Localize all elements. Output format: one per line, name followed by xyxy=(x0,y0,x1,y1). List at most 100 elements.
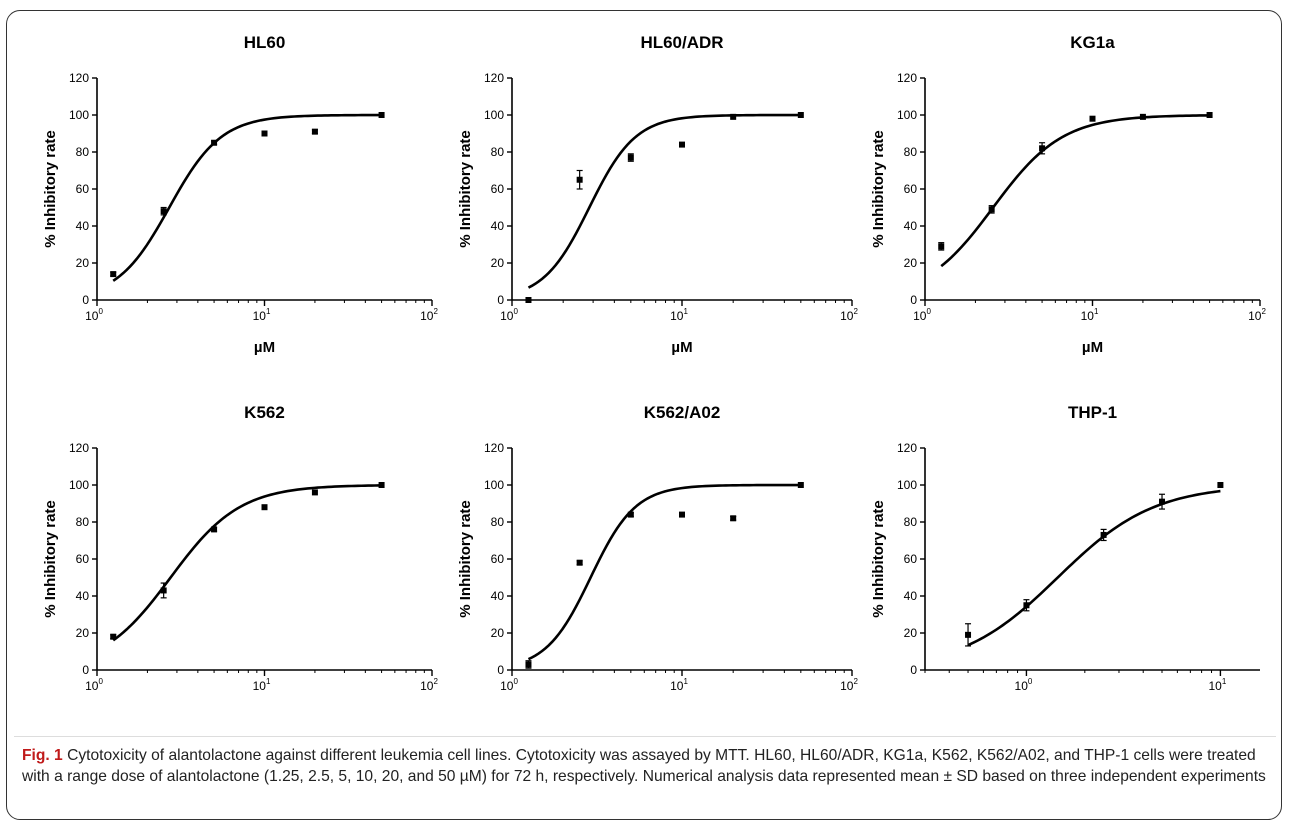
y-tick-label: 80 xyxy=(491,515,505,529)
x-tick-base: 10 xyxy=(420,679,434,693)
y-tick-label: 120 xyxy=(69,441,89,455)
x-tick-exponent: 1 xyxy=(683,677,688,686)
data-point xyxy=(378,112,385,118)
y-tick-label: 100 xyxy=(484,478,504,492)
x-tick-label: 100 xyxy=(913,307,931,323)
x-tick-base: 10 xyxy=(500,679,514,693)
data-point xyxy=(1206,112,1213,118)
y-tick-label: 80 xyxy=(76,145,90,159)
data-point xyxy=(576,176,583,183)
y-tick-label: 120 xyxy=(897,71,917,85)
data-point xyxy=(730,515,737,522)
data-point xyxy=(1023,602,1030,609)
data-point xyxy=(525,297,532,303)
x-tick-exponent: 2 xyxy=(433,677,438,686)
figure-label: Fig. 1 xyxy=(22,747,63,764)
y-tick-label: 20 xyxy=(491,256,505,270)
x-tick-exponent: 1 xyxy=(266,307,271,316)
y-tick-label: 40 xyxy=(904,589,918,603)
x-tick-label: 102 xyxy=(420,677,438,693)
x-tick-base: 10 xyxy=(670,679,684,693)
y-tick-label: 100 xyxy=(484,108,504,122)
y-axis-label: % Inhibitory rate xyxy=(457,130,474,248)
caption-text: Cytotoxicity of alantolactone against di… xyxy=(22,747,1266,785)
chart-title: HL60/ADR xyxy=(640,33,723,52)
data-point xyxy=(311,128,318,135)
chart-panel: THP-1020406080100120100101µM% Inhibitory… xyxy=(870,403,1260,693)
x-tick-label: 100 xyxy=(85,307,103,323)
y-tick-label: 20 xyxy=(76,626,90,640)
y-tick-label: 80 xyxy=(904,145,918,159)
y-tick-label: 60 xyxy=(904,182,918,196)
y-tick-label: 100 xyxy=(897,478,917,492)
y-axis-label: % Inhibitory rate xyxy=(457,500,474,618)
x-tick-exponent: 0 xyxy=(513,307,518,316)
data-point xyxy=(311,489,318,496)
y-tick-label: 60 xyxy=(904,552,918,566)
y-tick-label: 60 xyxy=(491,182,505,196)
fit-curve xyxy=(940,114,1210,268)
data-point xyxy=(211,139,218,146)
y-tick-label: 80 xyxy=(491,145,505,159)
data-point xyxy=(378,482,385,488)
data-point xyxy=(627,154,634,161)
chart-title: HL60 xyxy=(244,33,286,52)
x-tick-exponent: 1 xyxy=(266,677,271,686)
x-tick-label: 102 xyxy=(840,677,858,693)
data-point xyxy=(988,206,995,213)
y-tick-label: 120 xyxy=(484,71,504,85)
x-tick-label: 101 xyxy=(670,677,688,693)
x-tick-exponent: 1 xyxy=(1222,677,1227,686)
y-tick-label: 40 xyxy=(491,589,505,603)
data-point xyxy=(1217,482,1224,488)
x-tick-exponent: 2 xyxy=(853,677,858,686)
y-tick-label: 100 xyxy=(69,108,89,122)
x-tick-base: 10 xyxy=(913,309,927,323)
x-tick-exponent: 0 xyxy=(98,677,103,686)
chart-title: K562/A02 xyxy=(644,403,721,422)
x-tick-exponent: 0 xyxy=(98,307,103,316)
x-tick-exponent: 2 xyxy=(1261,307,1266,316)
x-tick-base: 10 xyxy=(500,309,514,323)
x-tick-base: 10 xyxy=(840,679,854,693)
y-axis-label: % Inhibitory rate xyxy=(870,500,887,618)
x-axis-label: µM xyxy=(1082,339,1103,356)
x-tick-exponent: 1 xyxy=(1094,307,1099,316)
y-tick-label: 100 xyxy=(897,108,917,122)
x-tick-label: 100 xyxy=(1015,677,1033,693)
y-tick-label: 20 xyxy=(904,626,918,640)
fit-curve xyxy=(527,483,801,661)
data-point xyxy=(261,504,268,511)
y-tick-label: 100 xyxy=(69,478,89,492)
y-tick-label: 0 xyxy=(82,663,89,677)
y-tick-label: 120 xyxy=(897,441,917,455)
x-tick-label: 102 xyxy=(1248,307,1266,323)
x-axis-label: µM xyxy=(254,339,275,356)
y-tick-label: 60 xyxy=(491,552,505,566)
x-tick-exponent: 0 xyxy=(926,307,931,316)
x-tick-label: 100 xyxy=(85,677,103,693)
chart-title: THP-1 xyxy=(1068,403,1117,422)
fit-curve xyxy=(112,484,382,642)
data-point xyxy=(938,243,945,250)
y-tick-label: 120 xyxy=(69,71,89,85)
data-point xyxy=(965,631,972,638)
y-axis-label: % Inhibitory rate xyxy=(870,130,887,248)
y-tick-label: 20 xyxy=(904,256,918,270)
data-point xyxy=(576,559,583,566)
x-tick-base: 10 xyxy=(253,679,267,693)
x-tick-base: 10 xyxy=(1248,309,1262,323)
x-tick-base: 10 xyxy=(840,309,854,323)
figure-caption: Fig. 1 Cytotoxicity of alantolactone aga… xyxy=(22,745,1272,787)
data-point xyxy=(730,113,737,120)
data-point xyxy=(679,141,685,148)
chart-panel: K562/A02020406080100120100101102µM% Inhi… xyxy=(457,403,858,693)
data-point xyxy=(211,526,218,533)
y-tick-label: 20 xyxy=(491,626,505,640)
x-tick-base: 10 xyxy=(1081,309,1095,323)
y-tick-label: 40 xyxy=(491,219,505,233)
